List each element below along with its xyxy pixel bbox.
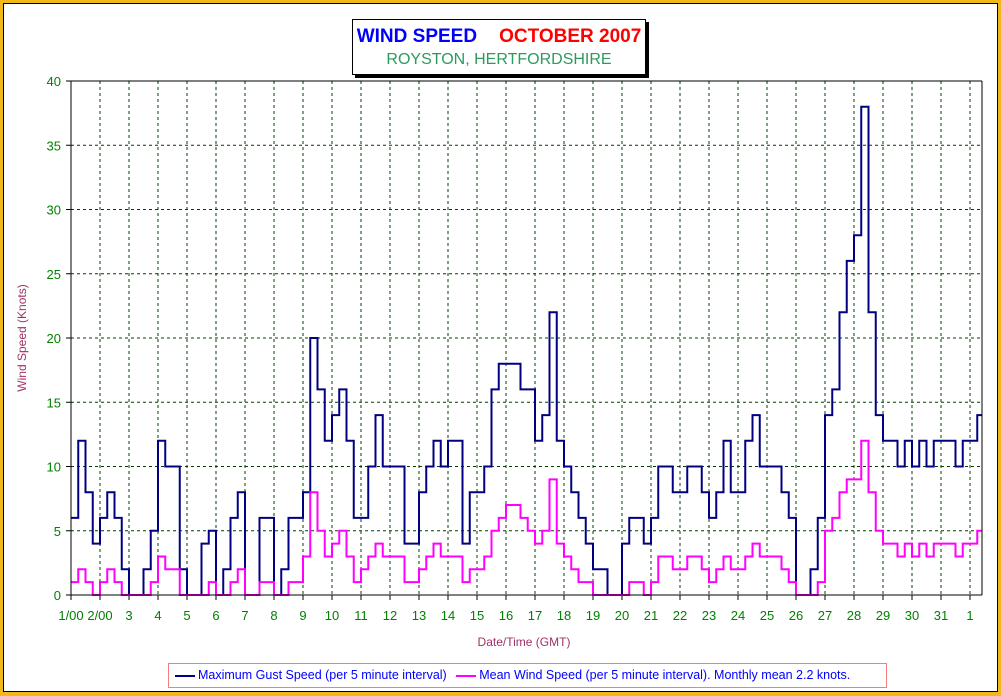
x-tick-label: 18: [557, 608, 571, 623]
title-wind-speed: WIND SPEED: [356, 26, 478, 47]
x-tick-label: 2/00: [87, 608, 112, 623]
legend-gust-label: Maximum Gust Speed (per 5 minute interva…: [198, 668, 447, 682]
y-tick-label: 25: [47, 267, 61, 282]
y-tick-label: 0: [54, 588, 61, 603]
legend-gust-swatch: [175, 674, 195, 677]
legend-mean: Mean Wind Speed (per 5 minute interval).…: [456, 664, 850, 687]
x-axis-label: Date/Time (GMT): [478, 635, 571, 649]
x-tick-label: 10: [325, 608, 339, 623]
mean-series-line: [71, 439, 982, 596]
y-tick-label: 40: [47, 74, 61, 89]
x-tick-label: 27: [818, 608, 832, 623]
x-tick-label: 8: [270, 608, 277, 623]
x-tick-label: 15: [470, 608, 484, 623]
x-tick-label: 13: [412, 608, 426, 623]
x-tick-label: 3: [125, 608, 132, 623]
chart-title: WIND SPEED OCTOBER 2007: [353, 26, 645, 48]
y-tick-label: 30: [47, 203, 61, 218]
chart-frame: [3, 3, 998, 692]
y-tick-label: 10: [47, 460, 61, 475]
x-tick-label: 31: [934, 608, 948, 623]
x-tick-label: 12: [383, 608, 397, 623]
x-tick-label: 21: [644, 608, 658, 623]
x-tick-label: 26: [789, 608, 803, 623]
x-tick-label: 19: [586, 608, 600, 623]
y-tick-label: 15: [47, 395, 61, 410]
x-tick-label: 16: [499, 608, 513, 623]
x-tick-label: 20: [615, 608, 629, 623]
x-tick-label: 11: [354, 608, 368, 623]
x-tick-label: 1/00: [58, 608, 83, 623]
x-tick-label: 29: [876, 608, 890, 623]
y-tick-label: 35: [47, 138, 61, 153]
x-tick-label: 7: [241, 608, 248, 623]
legend-mean-swatch: [456, 674, 477, 677]
gust-series-line: [71, 105, 982, 596]
y-tick-label: 20: [47, 331, 61, 346]
x-tick-label: 17: [528, 608, 542, 623]
x-tick-label: 1: [966, 608, 973, 623]
y-axis-label: Wind Speed (Knots): [15, 284, 29, 391]
legend-gust: Maximum Gust Speed (per 5 minute interva…: [175, 664, 447, 687]
x-tick-label: 30: [905, 608, 919, 623]
legend-mean-label: Mean Wind Speed (per 5 minute interval).…: [479, 668, 851, 682]
title-box: WIND SPEED OCTOBER 2007 ROYSTON, HERTFORD…: [352, 19, 646, 75]
title-month: OCTOBER 2007: [499, 26, 642, 47]
chart-subtitle: ROYSTON, HERTFORDSHIRE: [386, 51, 612, 68]
x-tick-label: 23: [702, 608, 716, 623]
x-tick-label: 14: [441, 608, 455, 623]
x-tick-label: 28: [847, 608, 861, 623]
x-tick-label: 6: [212, 608, 219, 623]
legend: Maximum Gust Speed (per 5 minute interva…: [168, 663, 887, 688]
x-tick-label: 9: [299, 608, 306, 623]
x-tick-label: 22: [673, 608, 687, 623]
x-tick-label: 4: [154, 608, 161, 623]
x-tick-label: 5: [183, 608, 190, 623]
y-tick-label: 5: [54, 524, 61, 539]
x-tick-label: 24: [731, 608, 745, 623]
x-tick-label: 25: [760, 608, 774, 623]
